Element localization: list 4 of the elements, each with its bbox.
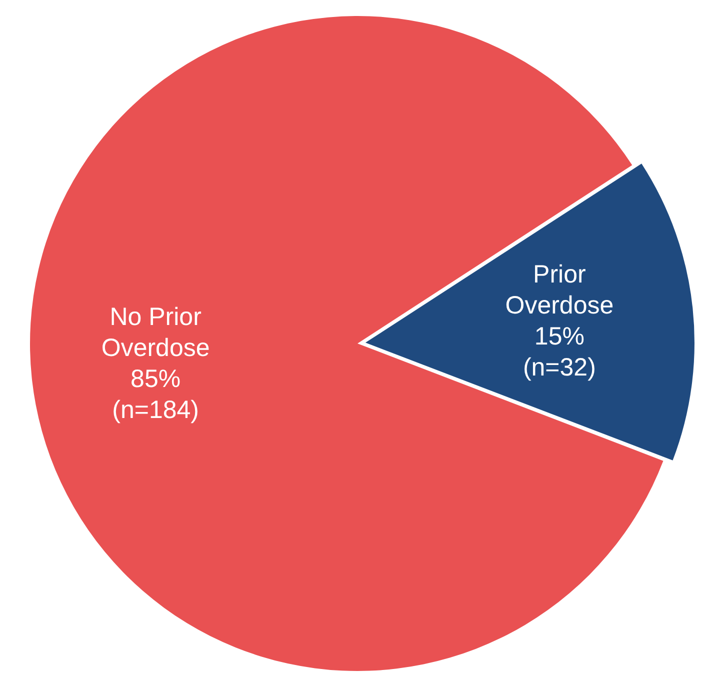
data-label: 15% (n=32) bbox=[522, 322, 596, 382]
slice-label: No Prior Overdose bbox=[101, 303, 210, 362]
data-label: 85% (n=184) bbox=[112, 365, 199, 424]
slice-label: Prior Overdose bbox=[505, 260, 614, 320]
